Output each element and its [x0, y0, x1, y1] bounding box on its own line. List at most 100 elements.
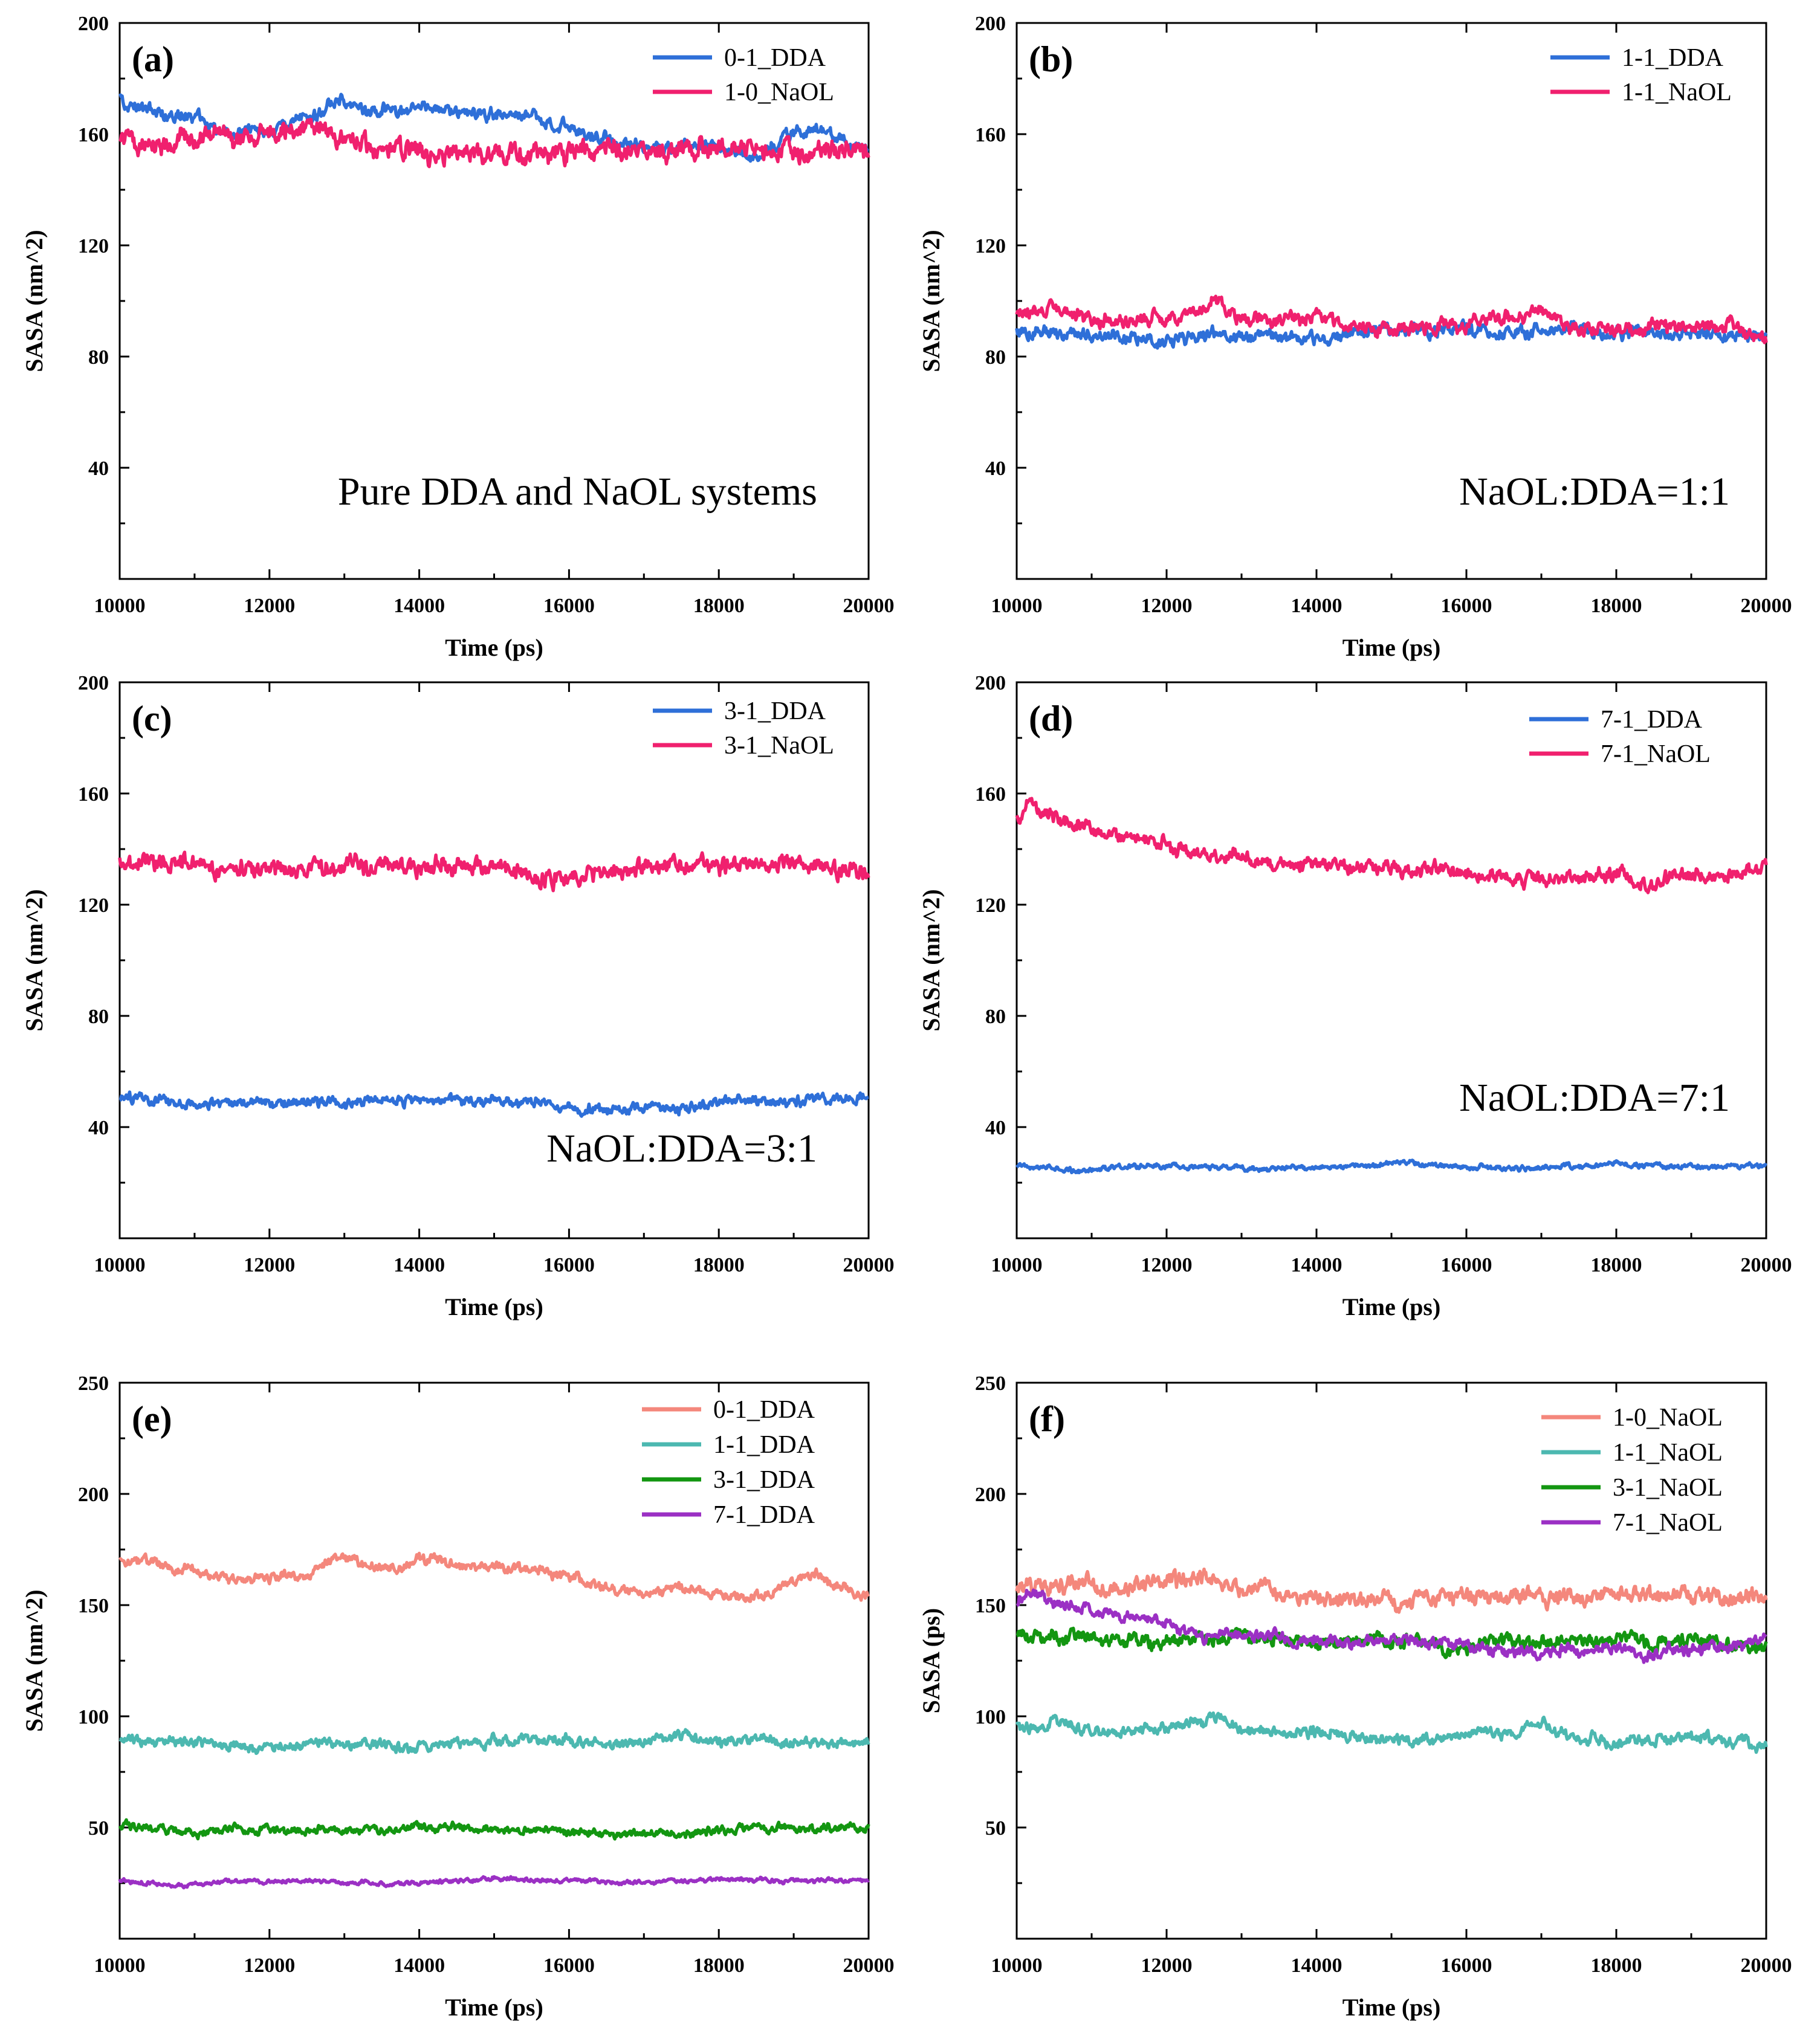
x-tick-label: 16000 — [1441, 595, 1492, 617]
y-tick-label: 120 — [78, 894, 109, 917]
series-line-7-1_DDA — [1015, 1159, 1768, 1175]
series-line-7-1_NaOL — [1015, 1588, 1767, 1664]
x-tick-label: 18000 — [693, 595, 745, 617]
legend-label: 1-1_NaOL — [1622, 79, 1732, 106]
panel-c: 10000 12000 14000 16000 18000 20000 40 80 120 160… — [21, 672, 895, 1320]
x-tick-label: 14000 — [1291, 1254, 1342, 1276]
panel-a: 10000 12000 14000 16000 18000 20000 40 80 120 160… — [21, 13, 895, 661]
x-tick-label: 20000 — [1741, 595, 1792, 617]
panel-annotation: NaOL:DDA=3:1 — [546, 1126, 817, 1171]
y-axis-label: SASA (nm^2) — [918, 889, 945, 1032]
legend-label: 7-1_NaOL — [1601, 740, 1711, 768]
series-line-7-1_DDA — [118, 1875, 870, 1890]
y-tick-label: 160 — [78, 783, 109, 806]
panel-label: (c) — [132, 699, 172, 738]
series-line-3-1_NaOL — [118, 850, 870, 893]
panel-f: 10000 12000 14000 16000 18000 20000 50 100 150 20… — [918, 1372, 1792, 2021]
x-axis-label: Time (ps) — [1342, 1994, 1441, 2021]
y-tick-label: 120 — [78, 235, 109, 257]
panel-label: (d) — [1029, 699, 1073, 738]
y-tick-label: 40 — [985, 1117, 1006, 1139]
series-line-1-0_NaOL — [118, 118, 870, 169]
x-tick-label: 18000 — [1591, 1254, 1642, 1276]
x-tick-label: 16000 — [1441, 1954, 1492, 1977]
panel-label: (f) — [1029, 1399, 1065, 1439]
series-line-1-1_NaOL — [1015, 1711, 1768, 1754]
y-tick-label: 200 — [78, 672, 109, 694]
x-tick-label: 12000 — [1141, 1254, 1193, 1276]
x-tick-label: 16000 — [543, 1954, 595, 1977]
panel-annotation: NaOL:DDA=7:1 — [1459, 1076, 1730, 1120]
x-tick-label: 20000 — [1741, 1954, 1792, 1977]
y-axis-label: SASA (ps) — [918, 1608, 945, 1714]
x-tick-label: 12000 — [244, 595, 295, 617]
y-tick-label: 160 — [975, 783, 1006, 806]
x-tick-label: 16000 — [1441, 1254, 1492, 1276]
panel-label: (b) — [1029, 39, 1073, 79]
y-tick-label: 150 — [78, 1595, 109, 1617]
x-tick-label: 16000 — [543, 595, 595, 617]
legend-label: 3-1_NaOL — [724, 732, 834, 760]
legend-label: 7-1_NaOL — [1613, 1509, 1723, 1537]
panel-annotation: NaOL:DDA=1:1 — [1459, 470, 1730, 514]
x-tick-label: 20000 — [1741, 1254, 1792, 1276]
x-tick-label: 10000 — [94, 595, 146, 617]
series-line-0-1_DDA — [118, 1551, 870, 1603]
series-line-3-1_DDA — [118, 1090, 870, 1118]
series-line-3-1_NaOL — [1015, 1626, 1768, 1660]
x-axis-label: Time (ps) — [1342, 634, 1441, 661]
panel-e: 10000 12000 14000 16000 18000 20000 50 100 150 20… — [21, 1372, 895, 2021]
panel-label: (e) — [132, 1399, 172, 1439]
y-tick-label: 200 — [78, 13, 109, 35]
legend-label: 0-1_DDA — [713, 1396, 815, 1424]
x-tick-label: 14000 — [1291, 1954, 1342, 1977]
y-tick-label: 200 — [975, 1484, 1006, 1506]
x-axis-label: Time (ps) — [445, 1293, 543, 1320]
y-tick-label: 200 — [975, 672, 1006, 694]
x-tick-label: 12000 — [1141, 595, 1193, 617]
x-tick-label: 14000 — [393, 1254, 445, 1276]
legend-label: 7-1_DDA — [1601, 706, 1703, 734]
y-tick-label: 100 — [975, 1706, 1006, 1728]
x-tick-label: 12000 — [1141, 1954, 1193, 1977]
y-tick-label: 80 — [88, 346, 109, 369]
y-tick-label: 120 — [975, 894, 1006, 917]
legend-label: 3-1_DDA — [724, 697, 826, 725]
y-tick-label: 200 — [975, 13, 1006, 35]
x-tick-label: 12000 — [244, 1254, 295, 1276]
x-axis-label: Time (ps) — [1342, 1293, 1441, 1320]
y-tick-label: 100 — [78, 1706, 109, 1728]
y-tick-label: 160 — [78, 124, 109, 146]
legend-label: 0-1_DDA — [724, 44, 826, 72]
legend-label: 3-1_DDA — [713, 1466, 815, 1494]
y-tick-label: 80 — [88, 1006, 109, 1028]
x-axis-label: Time (ps) — [445, 1994, 543, 2021]
x-tick-label: 14000 — [393, 1954, 445, 1977]
y-tick-label: 40 — [88, 1117, 109, 1139]
y-tick-label: 40 — [88, 457, 109, 480]
y-tick-label: 80 — [985, 1006, 1006, 1028]
series-line-1-1_NaOL — [1015, 294, 1768, 344]
y-axis-label: SASA (nm^2) — [21, 1589, 48, 1732]
y-tick-label: 50 — [88, 1817, 109, 1840]
x-tick-label: 10000 — [991, 1954, 1043, 1977]
legend-label: 1-0_NaOL — [724, 79, 834, 106]
y-tick-label: 40 — [985, 457, 1006, 480]
y-tick-label: 50 — [985, 1817, 1006, 1840]
x-tick-label: 12000 — [244, 1954, 295, 1977]
y-axis-label: SASA (nm^2) — [21, 889, 48, 1032]
x-tick-label: 10000 — [94, 1254, 146, 1276]
y-axis-label: SASA (nm^2) — [21, 230, 48, 372]
y-tick-label: 150 — [975, 1595, 1006, 1617]
x-tick-label: 14000 — [393, 595, 445, 617]
x-tick-label: 16000 — [543, 1254, 595, 1276]
x-tick-label: 18000 — [693, 1954, 745, 1977]
x-tick-label: 20000 — [843, 1254, 895, 1276]
legend-label: 1-1_NaOL — [1613, 1439, 1723, 1467]
x-tick-label: 10000 — [991, 595, 1043, 617]
y-tick-label: 80 — [985, 346, 1006, 369]
x-tick-label: 18000 — [1591, 1954, 1642, 1977]
x-tick-label: 10000 — [991, 1254, 1043, 1276]
legend-label: 1-0_NaOL — [1613, 1404, 1723, 1432]
